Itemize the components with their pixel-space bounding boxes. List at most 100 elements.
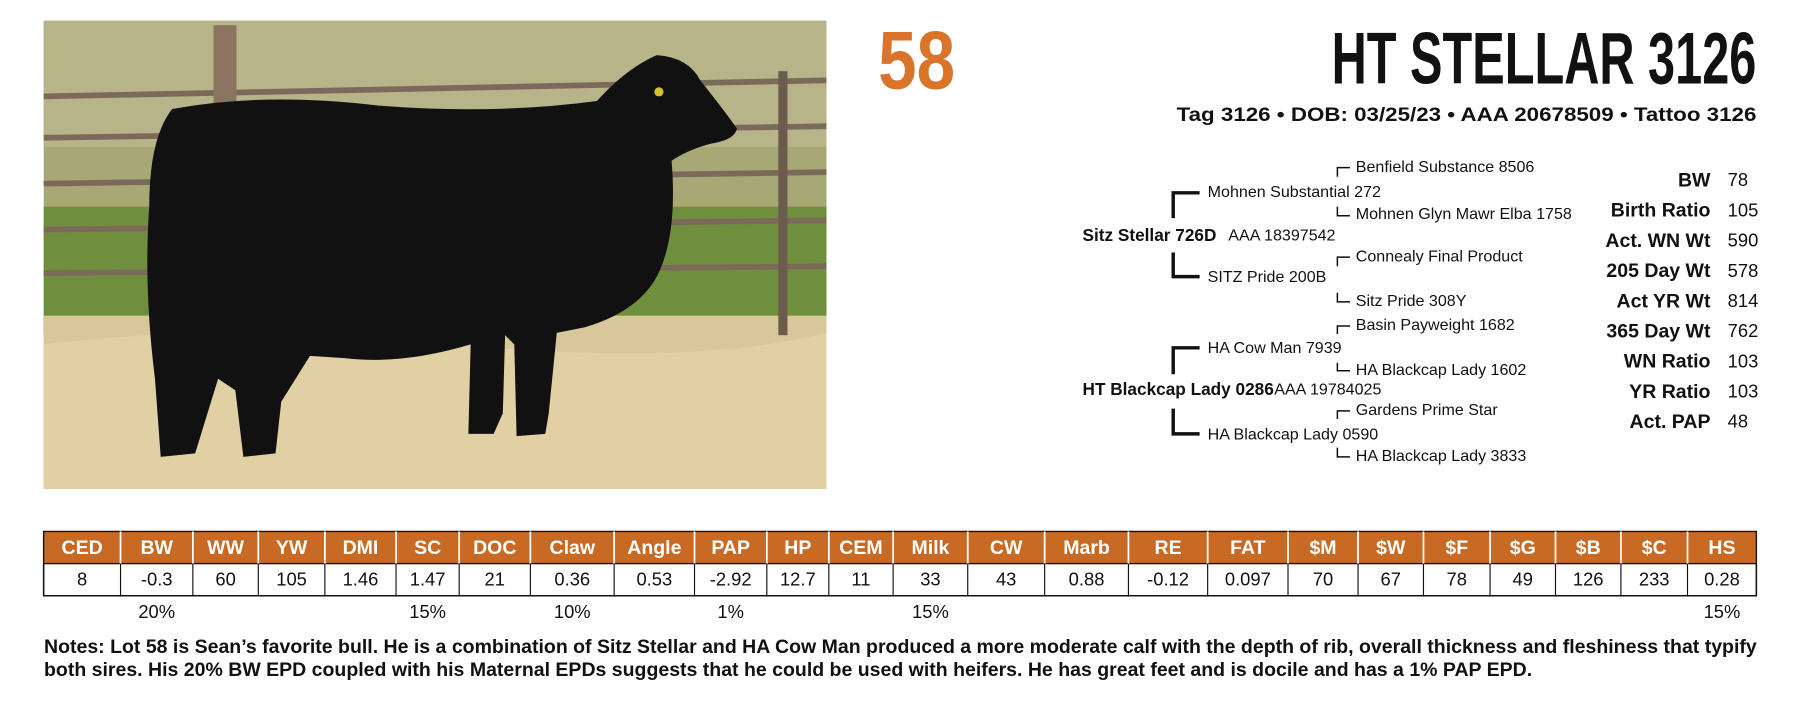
pedigree-name: Basin Payweight 1682 — [1356, 316, 1515, 334]
table-border — [42, 530, 1758, 597]
header-row — [43, 531, 1757, 564]
epd-value: 12.7 — [780, 569, 816, 590]
epd-value: -0.3 — [141, 569, 173, 590]
epd-value: 0.097 — [1225, 569, 1271, 590]
pedigree: Benfield Substance 8506 Mohnen Substanti… — [1083, 158, 1572, 465]
epd-header: CEM — [839, 537, 882, 559]
epd-percentile: 1% — [717, 601, 744, 622]
epd-header: Marb — [1063, 537, 1110, 559]
epd-header: CW — [990, 537, 1023, 559]
stat-label: YR Ratio — [1629, 381, 1710, 403]
epd-value: 105 — [276, 569, 307, 590]
epd-value: 0.28 — [1704, 569, 1740, 590]
stat-value: 578 — [1728, 260, 1759, 281]
epd-percentile: 10% — [554, 601, 591, 622]
stat-label: Act YR Wt — [1617, 290, 1711, 312]
epd-value: 78 — [1447, 569, 1467, 590]
epd-header: Milk — [911, 537, 949, 559]
stat-label: BW — [1678, 170, 1711, 192]
epd-header: $W — [1376, 537, 1406, 559]
epd-header: DMI — [343, 537, 379, 559]
pedigree-dam: HT Blackcap Lady 0286 — [1083, 379, 1274, 399]
pedigree-reg: AAA 18397542 — [1228, 227, 1335, 245]
epd-value: 0.53 — [636, 569, 672, 590]
epd-value: -2.92 — [710, 569, 752, 590]
pedigree-name: Connealy Final Product — [1356, 247, 1524, 265]
epd-value: 33 — [920, 569, 940, 590]
notes: Notes: Lot 58 is Sean’s favorite bull. H… — [44, 636, 1757, 681]
epd-value: 126 — [1573, 569, 1604, 590]
pedigree-name: Sitz Pride 308Y — [1356, 292, 1467, 310]
stat-label: Act. PAP — [1630, 411, 1711, 433]
pedigree-name: Benfield Substance 8506 — [1356, 158, 1535, 176]
stat-label: WN Ratio — [1624, 351, 1711, 373]
epd-header: CED — [61, 537, 102, 559]
epd-header: HS — [1708, 537, 1735, 559]
epd-value: 233 — [1639, 569, 1670, 590]
stat-label: Birth Ratio — [1611, 200, 1711, 222]
epd-percentile: 15% — [1704, 601, 1741, 622]
performance: BW 78 Birth Ratio 105 Act. WN Wt 590 205 Day W… — [1605, 169, 1758, 433]
epd-header: FAT — [1230, 537, 1265, 559]
pedigree-name: Mohnen Glyn Mawr Elba 1758 — [1356, 205, 1572, 223]
epd-value: -0.12 — [1147, 569, 1189, 590]
stat-value: 814 — [1728, 290, 1759, 311]
epd-value: 11 — [851, 569, 870, 590]
stat-label: 365 Day Wt — [1606, 320, 1711, 342]
epd-value: 0.36 — [554, 569, 590, 590]
photo — [43, 20, 827, 489]
epd-value: 0.88 — [1069, 569, 1105, 590]
pedigree-name: SITZ Pride 200B — [1208, 268, 1327, 286]
pedigree-name: HA Blackcap Lady 1602 — [1356, 361, 1527, 379]
epd-value: 1.46 — [343, 569, 379, 590]
epd-header: WW — [207, 537, 244, 559]
stat-value: 48 — [1728, 411, 1748, 432]
epd-value: 60 — [215, 569, 235, 590]
stat-value: 590 — [1728, 230, 1759, 251]
epd-header: $C — [1642, 537, 1667, 559]
epd-percentile: 15% — [409, 601, 446, 622]
epd-value: 21 — [485, 569, 505, 590]
epd-value: 67 — [1381, 569, 1401, 590]
pedigree-name: HA Blackcap Lady 3833 — [1356, 447, 1527, 465]
stat-value: 762 — [1728, 320, 1759, 341]
stat-label: 205 Day Wt — [1606, 260, 1711, 282]
subtitle: Tag 3126 • DOB: 03/25/23 • AAA 20678509 … — [1177, 104, 1757, 126]
epd-header: Angle — [627, 537, 681, 559]
epd-table: CED 8 BW -0.3 20% WW 60 YW 105 DMI 1.46 SC 1.47 15% DO… — [42, 530, 1758, 622]
epd-header: HP — [784, 537, 811, 559]
stat-value: 103 — [1728, 381, 1759, 402]
epd-header: $M — [1309, 537, 1336, 559]
epd-header: RE — [1155, 537, 1182, 559]
epd-value: 49 — [1513, 569, 1533, 590]
stat-value: 103 — [1728, 350, 1759, 371]
epd-header: Claw — [549, 537, 595, 559]
epd-header: SC — [414, 537, 441, 559]
epd-header: DOC — [473, 537, 516, 559]
pedigree-lines — [1171, 166, 1351, 458]
epd-header: $G — [1510, 537, 1536, 559]
epd-value: 43 — [996, 569, 1016, 590]
epd-value: 1.47 — [410, 569, 446, 590]
pedigree-sire: Sitz Stellar 726D — [1083, 225, 1217, 245]
epd-header: $B — [1576, 537, 1601, 559]
epd-value: 8 — [77, 569, 87, 590]
epd-header: $F — [1445, 537, 1468, 559]
pedigree-name: HA Cow Man 7939 — [1208, 339, 1342, 357]
lot-number: 58 — [878, 13, 955, 106]
epd-header: YW — [276, 537, 308, 559]
pedigree-name: Mohnen Substantial 272 — [1208, 183, 1381, 201]
stat-label: Act. WN Wt — [1605, 230, 1711, 252]
pedigree-name: HA Blackcap Lady 0590 — [1208, 425, 1379, 443]
epd-header: PAP — [711, 537, 750, 559]
pedigree-name: Gardens Prime Star — [1356, 401, 1499, 419]
epd-value: 70 — [1313, 569, 1333, 590]
epd-percentile: 20% — [138, 601, 175, 622]
stat-value: 105 — [1728, 199, 1759, 220]
stat-value: 78 — [1728, 169, 1748, 190]
epd-percentile: 15% — [912, 601, 949, 622]
epd-header: BW — [140, 537, 173, 559]
pedigree-reg: AAA 19784025 — [1274, 381, 1381, 399]
